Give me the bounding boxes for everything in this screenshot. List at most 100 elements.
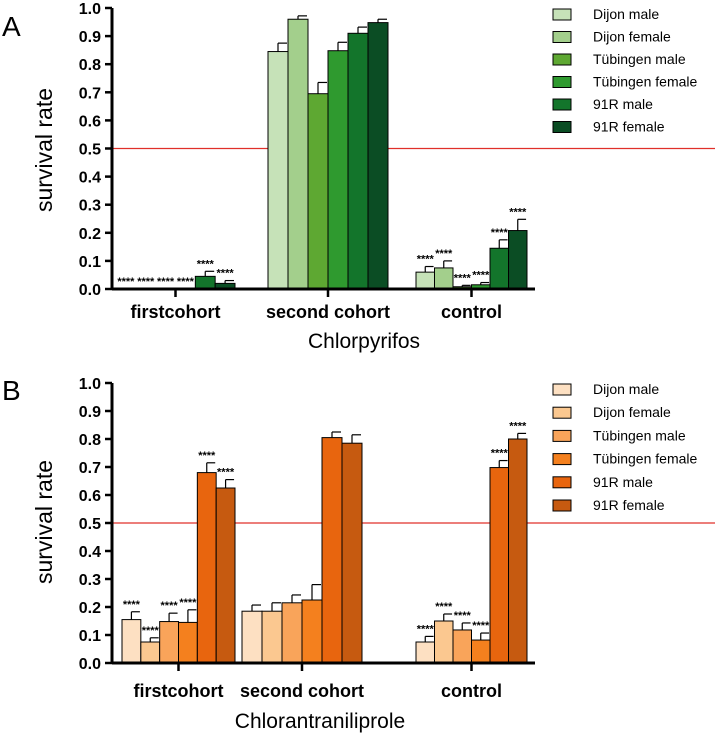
significance-label: ****: [472, 270, 490, 282]
bar: [508, 230, 528, 290]
y-tick-label: 0.5: [79, 142, 101, 159]
bar: [367, 22, 389, 290]
y-tick-label: 0.0: [79, 282, 101, 299]
legend-label: 91R male: [593, 474, 653, 490]
significance-label: ****: [117, 276, 135, 288]
legend-label: Tübingen female: [593, 451, 698, 467]
x-category-label: second cohort: [240, 681, 364, 701]
significance-label: ****: [123, 599, 141, 611]
legend-swatch: [552, 76, 572, 88]
panel-a-x-axis-label: Chlorpyrifos: [308, 330, 420, 353]
panel-a-legend: Dijon male Dijon female Tübingen male Tübin…: [552, 6, 698, 135]
legend-swatch: [552, 499, 572, 512]
bar: [287, 18, 309, 290]
significance-label: ****: [137, 276, 155, 288]
x-category-label: firstcohort: [131, 302, 221, 322]
y-tick-label: 0.7: [79, 460, 101, 477]
panel-b-label: B: [2, 375, 21, 406]
significance-label: ****: [177, 276, 195, 288]
legend-swatch: [552, 8, 572, 21]
panel-a-y-axis-label: survival rate: [31, 88, 57, 212]
significance-label: ****: [454, 610, 472, 622]
legend-label: Dijon male: [593, 381, 659, 397]
significance-label: ****: [491, 227, 509, 239]
bar: [194, 275, 216, 290]
legend-label: 91R female: [593, 119, 665, 135]
bar: [301, 599, 323, 664]
legend-label: Tübingen male: [593, 51, 686, 67]
significance-label: ****: [157, 276, 175, 288]
bar: [121, 619, 142, 664]
y-tick-label: 0.0: [79, 656, 101, 673]
y-tick-label: 0.3: [79, 572, 101, 589]
bar: [178, 621, 198, 664]
x-category-label: control: [441, 302, 502, 322]
bar: [434, 620, 454, 664]
legend-label: Dijon male: [593, 6, 659, 22]
legend-swatch: [552, 383, 572, 396]
significance-label: ****: [472, 620, 490, 632]
y-tick-label: 0.2: [79, 226, 101, 243]
legend-swatch: [552, 98, 572, 111]
y-tick-label: 0.9: [79, 29, 101, 46]
panel-b-x-axis-label: Chlorantraniliprole: [235, 710, 405, 733]
significance-label: ****: [435, 248, 453, 260]
significance-label: ****: [491, 448, 509, 460]
panel-b-x-axis: firstcohort second cohort control: [112, 661, 535, 701]
bar: [327, 50, 349, 290]
legend-swatch: [552, 121, 572, 133]
bar: [196, 472, 217, 664]
significance-label: ****: [417, 623, 435, 635]
bar: [471, 639, 491, 664]
bar: [489, 467, 509, 664]
significance-label: ****: [435, 601, 453, 613]
y-tick-label: 0.2: [79, 600, 101, 617]
bar: [489, 247, 509, 290]
panel-b: B survival rate Chlorantraniliprole ****…: [2, 375, 715, 733]
panel-b-y-axis-label: survival rate: [31, 460, 57, 584]
y-tick-label: 0.9: [79, 404, 101, 421]
panel-a-x-axis: firstcohort second cohort control: [112, 287, 535, 322]
bar: [415, 641, 435, 664]
significance-label: ****: [142, 625, 160, 637]
bar: [415, 271, 435, 290]
x-category-label: control: [441, 681, 502, 701]
significance-label: ****: [509, 206, 527, 218]
bar: [241, 610, 263, 664]
panel-a-y-axis: 0.0 0.1 0.2 0.3 0.4 0.5 0.6 0.7 0.8 0.9 1.0: [79, 1, 114, 299]
y-tick-label: 0.1: [79, 254, 101, 271]
bar: [281, 602, 303, 664]
y-tick-label: 0.7: [79, 85, 101, 102]
bar: [140, 641, 161, 664]
legend-swatch: [552, 406, 572, 419]
legend-swatch: [552, 476, 572, 489]
bar: [434, 267, 454, 290]
y-tick-label: 0.1: [79, 628, 101, 645]
significance-label: ****: [161, 600, 179, 612]
legend-label: Dijon female: [593, 404, 671, 420]
y-tick-label: 0.8: [79, 432, 101, 449]
y-tick-label: 0.6: [79, 488, 101, 505]
y-tick-label: 0.6: [79, 113, 101, 130]
bar: [321, 437, 343, 664]
panel-a-bars: **** **** **** **************** ******** ****…: [117, 15, 528, 290]
significance-label: ****: [197, 258, 215, 270]
legend-swatch: [552, 31, 572, 43]
panel-a: A survival rate Chlorpyrifos **** **** ***…: [2, 1, 715, 353]
significance-label: ****: [198, 450, 216, 462]
y-tick-label: 0.8: [79, 57, 101, 74]
y-tick-label: 0.5: [79, 516, 101, 533]
significance-label: ****: [217, 467, 235, 479]
legend-label: Tübingen female: [593, 74, 698, 90]
y-tick-label: 0.3: [79, 198, 101, 215]
bar: [307, 93, 329, 290]
significance-label: ****: [509, 420, 527, 432]
significance-label: ****: [217, 268, 235, 280]
bar: [267, 51, 289, 290]
bar: [215, 487, 236, 664]
y-tick-label: 0.4: [79, 544, 101, 561]
x-category-label: firstcohort: [134, 681, 224, 701]
bar: [347, 32, 369, 290]
legend-swatch: [552, 453, 572, 466]
